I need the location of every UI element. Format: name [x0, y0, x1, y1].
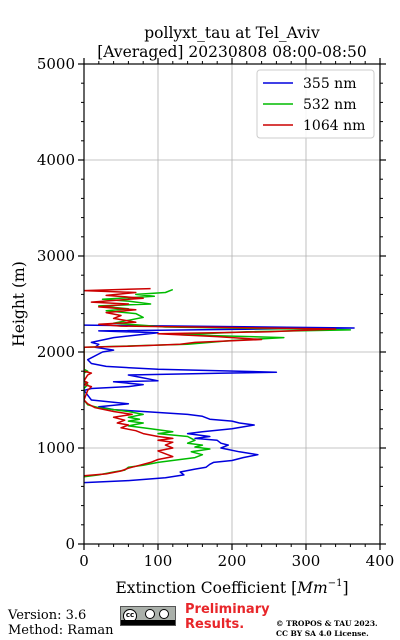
- extinction-profile-chart: pollyxt_tau at Tel_Aviv [Averaged] 20230…: [10, 24, 395, 597]
- x-tick-label: 0: [79, 552, 89, 570]
- series-line-355-nm: [84, 324, 355, 484]
- legend-label: 1064 nm: [303, 118, 365, 134]
- version-text: Version: 3.6: [8, 608, 87, 623]
- y-tick-label: 0: [65, 535, 75, 553]
- x-tick-label: 100: [144, 552, 173, 570]
- x-axis-label: Extinction Coefficient [Mm−1]: [115, 578, 348, 597]
- y-axis-label: Height (m): [10, 261, 28, 347]
- y-tick-label: 1000: [37, 439, 75, 457]
- plot-frame: [83, 63, 381, 545]
- series-line-1064-nm: [84, 287, 337, 477]
- cc-by-sa-license-icon: cc: [120, 606, 176, 626]
- chart-title-line2: [Averaged] 20230808 08:00-08:50: [97, 43, 367, 61]
- copyright-notice: © TROPOS & TAU 2023. CC BY SA 4.0 Licens…: [276, 619, 378, 639]
- x-tick-label: 200: [218, 552, 247, 570]
- preliminary-line1: Preliminary: [185, 602, 270, 617]
- y-tick-label: 4000: [37, 151, 75, 169]
- legend-label: 532 nm: [303, 97, 356, 113]
- y-tick-label: 2000: [37, 343, 75, 361]
- legend: 355 nm 532 nm 1064 nm: [256, 69, 375, 139]
- x-tick-label: 400: [366, 552, 395, 570]
- chart-title-line1: pollyxt_tau at Tel_Aviv: [144, 24, 320, 42]
- series-lines: [84, 287, 355, 484]
- legend-label: 355 nm: [303, 76, 356, 92]
- copyright-line1: © TROPOS & TAU 2023.: [276, 619, 378, 628]
- y-tick-label: 3000: [37, 247, 75, 265]
- x-tick-label: 300: [292, 552, 321, 570]
- preliminary-results-notice: Preliminary Results.: [185, 602, 270, 632]
- preliminary-line2: Results.: [185, 617, 245, 632]
- copyright-line2: CC BY SA 4.0 License.: [276, 629, 369, 638]
- legend-box: [256, 69, 375, 139]
- y-tick-label: 5000: [37, 55, 75, 73]
- method-text: Method: Raman: [8, 623, 114, 638]
